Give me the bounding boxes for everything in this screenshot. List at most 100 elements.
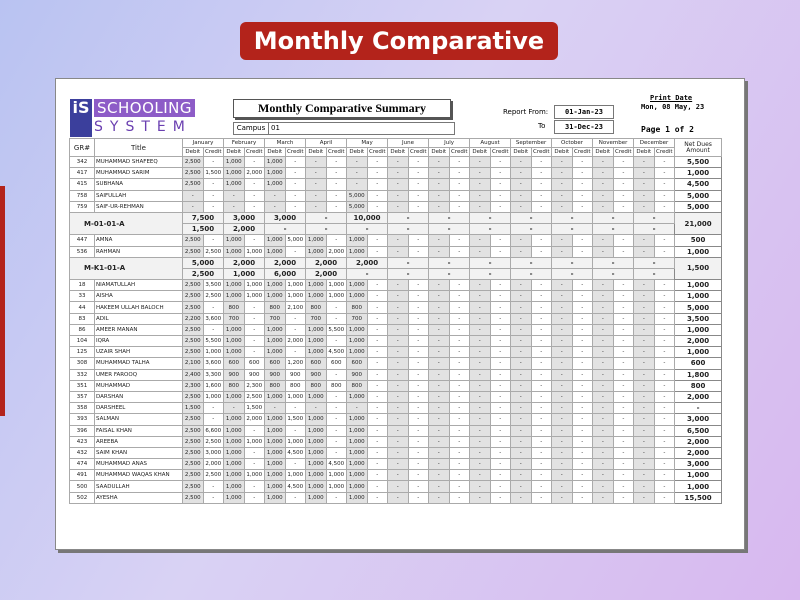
debit-cell: - [510,312,532,325]
student-name: AMEER MANAN [94,323,183,337]
credit-cell: - [325,491,348,504]
debit-cell: 700 [264,312,286,325]
debit-cell: 1,000 [264,155,286,169]
debit-cell: 2,400 [182,368,204,381]
debit-cell: 2,500 [182,435,204,448]
debit-cell: - [510,491,532,504]
logo-name: SCHOOLING [94,99,196,117]
student-row: 502 AYESHA 2,500-1,000-1,000-1,000-1,000- -… [69,491,723,504]
credit-cell: - [202,234,225,247]
debit-cell: 900 [264,368,286,381]
debit-cell: 1,000 [346,458,368,471]
net-dues: 1,000 [674,346,723,359]
debit-cell: 1,000 [223,245,245,258]
credit-cell: 1,000 [243,435,266,448]
student-name: SAADULLAH [94,480,183,493]
debit-cell: - [633,435,655,448]
credit-cell: - [325,390,348,404]
debit-cell: - [469,178,491,191]
debit-cell: - [592,312,614,325]
total-debit: - [551,256,594,269]
credit-cell: - [366,469,389,482]
total-credit: - [428,223,471,236]
credit-cell: - [407,469,430,482]
net-dues: 1,000 [674,323,723,337]
debit-cell: - [551,379,573,392]
credit-cell: - [489,334,512,348]
student-name: IQRA [94,334,183,348]
debit-header: Debit [551,147,573,157]
credit-cell: - [653,167,676,180]
student-row: 396 FAISAL KHAN 2,500 6,600 1,000-1,000-1,00… [69,424,723,437]
credit-cell: - [448,390,471,404]
gr-number: 308 [69,357,95,370]
credit-cell: - [366,413,389,426]
credit-header: Credit [202,147,225,157]
debit-cell: - [510,234,532,247]
debit-header: Debit [428,147,450,157]
debit-cell: - [633,379,655,392]
debit-cell: 800 [223,379,245,392]
student-name: MUHAMMAD SHAFEEQ [94,155,183,169]
logo-tagline: SYSTEM [94,119,192,135]
credit-cell: - [571,469,594,482]
credit-cell: 2,000 [284,334,307,348]
credit-cell: - [325,413,348,426]
total-credit: 1,500 [181,223,225,236]
credit-cell: - [407,402,430,415]
total-credit: - [633,267,676,281]
debit-cell: - [428,424,450,437]
credit-cell: - [448,301,471,314]
student-name: SAIFULLAH [94,189,183,202]
total-credit: - [469,267,512,281]
debit-cell: - [469,301,491,314]
debit-cell: - [592,290,614,303]
debit-cell: 600 [346,357,368,370]
credit-cell: - [612,334,635,348]
debit-cell: - [428,155,450,169]
credit-cell: - [530,178,553,191]
credit-cell: - [653,279,676,292]
credit-cell: - [366,458,389,471]
debit-cell: - [633,390,655,404]
credit-cell: - [489,390,512,404]
student-name: MUHAMMAD [94,379,183,392]
debit-cell: - [592,323,614,337]
debit-cell: 1,000 [264,491,286,504]
debit-cell: 1,000 [264,279,286,292]
gr-number: 423 [69,435,95,448]
credit-cell: - [489,368,512,381]
credit-cell: - [571,379,594,392]
month-header: August [469,138,512,148]
credit-cell: - [407,346,430,359]
debit-cell: - [387,189,409,202]
credit-header: Credit [407,147,430,157]
month-header: April [305,138,348,148]
debit-cell: - [510,245,532,258]
credit-cell: - [653,155,676,169]
debit-cell: - [387,446,409,460]
debit-cell: - [428,413,450,426]
credit-cell: - [243,312,266,325]
debit-cell: - [551,178,573,191]
credit-cell: - [612,390,635,404]
debit-cell: - [551,368,573,381]
credit-cell: - [489,178,512,191]
debit-cell: 2,500 [182,234,204,247]
credit-cell: - [284,323,307,337]
credit-cell: - [366,446,389,460]
student-name: AMNA [94,234,183,247]
credit-cell: - [407,390,430,404]
gr-number: 415 [69,178,95,191]
debit-cell: - [387,234,409,247]
debit-cell: 800 [346,379,368,392]
credit-cell: - [530,390,553,404]
gr-number: 491 [69,469,95,482]
debit-cell: 1,000 [223,435,245,448]
debit-cell: - [633,178,655,191]
gr-number: 758 [69,189,95,202]
credit-cell: - [407,245,430,258]
debit-cell: - [633,424,655,437]
debit-cell: - [428,368,450,381]
debit-header: Debit [387,147,409,157]
